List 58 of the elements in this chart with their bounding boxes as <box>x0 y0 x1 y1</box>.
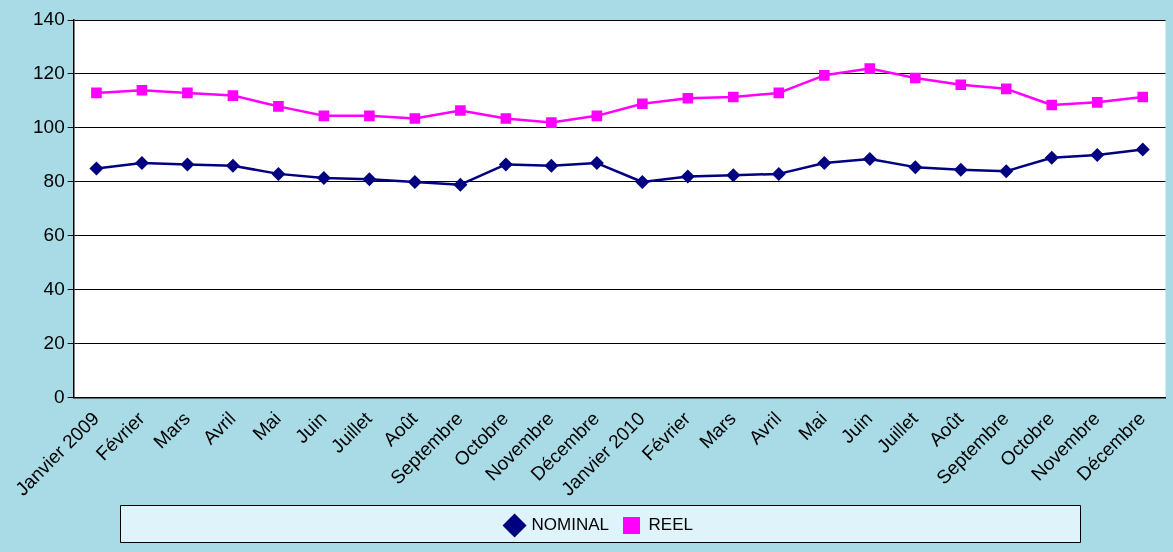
point <box>409 113 421 124</box>
legend-label: REEL <box>648 515 693 535</box>
point <box>955 79 967 91</box>
y-tick-label: 40 <box>43 278 65 300</box>
y-tick-label: 0 <box>54 386 65 408</box>
point <box>407 174 422 189</box>
point <box>908 160 923 175</box>
point <box>225 158 240 173</box>
point <box>771 166 786 181</box>
point <box>909 72 921 84</box>
point <box>91 87 102 99</box>
point <box>1044 150 1059 165</box>
point <box>316 170 331 185</box>
point <box>1090 147 1105 162</box>
point <box>589 156 604 171</box>
y-tick-label: 20 <box>43 332 65 354</box>
y-tick-label: 100 <box>33 116 65 138</box>
y-tick-label: 140 <box>33 8 65 30</box>
point <box>953 162 968 177</box>
point <box>635 174 650 189</box>
point <box>364 110 375 122</box>
point <box>362 172 377 187</box>
point <box>227 90 239 101</box>
point <box>726 168 741 183</box>
point <box>1135 142 1150 157</box>
y-tick-label: 80 <box>43 170 65 192</box>
point <box>999 164 1014 179</box>
point <box>546 117 557 128</box>
point <box>271 166 286 181</box>
point <box>864 63 876 74</box>
point <box>819 70 830 81</box>
x-tick-label: Mai <box>794 407 831 445</box>
legend-label: NOMINAL <box>531 515 610 535</box>
x-tick-label: Juin <box>836 407 877 448</box>
y-tick-label: 60 <box>43 224 65 246</box>
point <box>1137 91 1149 103</box>
point <box>1046 99 1058 111</box>
point <box>182 87 193 99</box>
point <box>544 158 559 173</box>
point <box>1000 83 1012 95</box>
point <box>682 92 694 104</box>
point <box>455 105 466 116</box>
point <box>273 101 284 112</box>
point <box>817 156 832 171</box>
point <box>89 161 104 176</box>
point <box>728 91 739 103</box>
y-tick-label: 120 <box>33 62 65 84</box>
point <box>498 157 513 172</box>
point <box>1091 97 1103 108</box>
x-tick-label: Mai <box>248 407 285 445</box>
point <box>453 177 468 192</box>
point <box>180 157 195 172</box>
point <box>862 152 877 167</box>
x-tick-label: Juin <box>290 407 331 448</box>
point <box>680 169 695 184</box>
point <box>637 98 648 109</box>
point <box>500 113 512 124</box>
point <box>134 156 149 171</box>
